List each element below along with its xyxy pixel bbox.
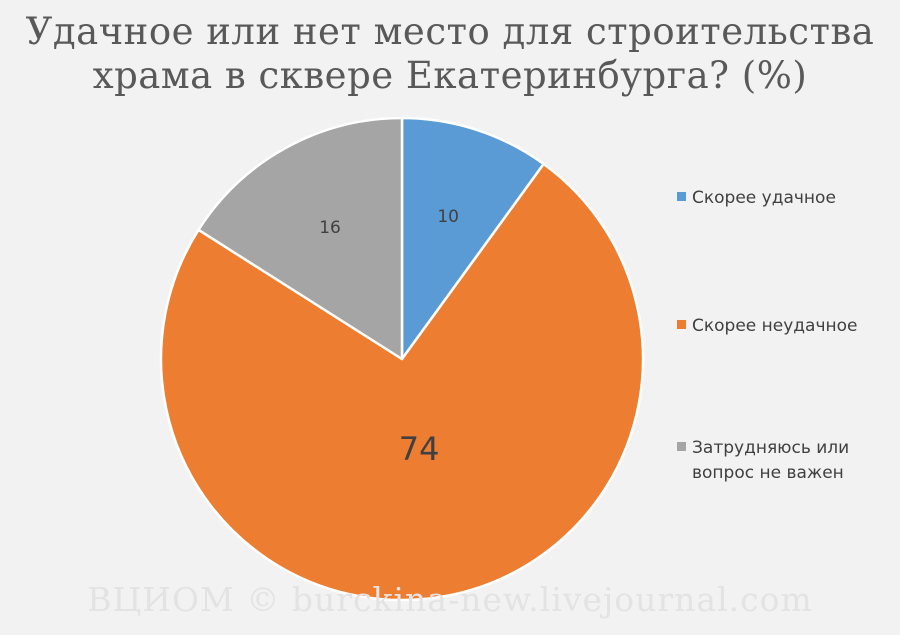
pie-slice-likely-good	[400, 116, 545, 361]
legend-label-likely-good: Скорее удачное	[692, 188, 836, 208]
chart-title-line-1: Удачное или нет место для строительства	[25, 10, 875, 53]
data-label-likely-good: 10	[437, 207, 459, 227]
legend-swatch-undecided	[677, 442, 686, 451]
legend-label-likely-bad: Скорее неудачное	[692, 316, 858, 336]
pie-slice-undecided	[197, 116, 404, 361]
legend-label-undecided: Затрудняюсь или вопрос не важен	[692, 438, 850, 483]
data-label-undecided: 16	[319, 218, 341, 238]
chart-title: Удачное или нет место для строительства …	[0, 10, 900, 98]
watermark: ВЦИОМ © burckina-new.livejournal.com	[87, 580, 813, 619]
legend-swatch-likely-bad	[677, 320, 686, 329]
data-label-likely-bad: 74	[399, 430, 440, 468]
chart-title-line-2: храма в сквере Екатеринбурга? (%)	[92, 54, 808, 97]
pie-slice-likely-bad	[159, 162, 645, 602]
legend-swatch-likely-good	[677, 192, 686, 201]
